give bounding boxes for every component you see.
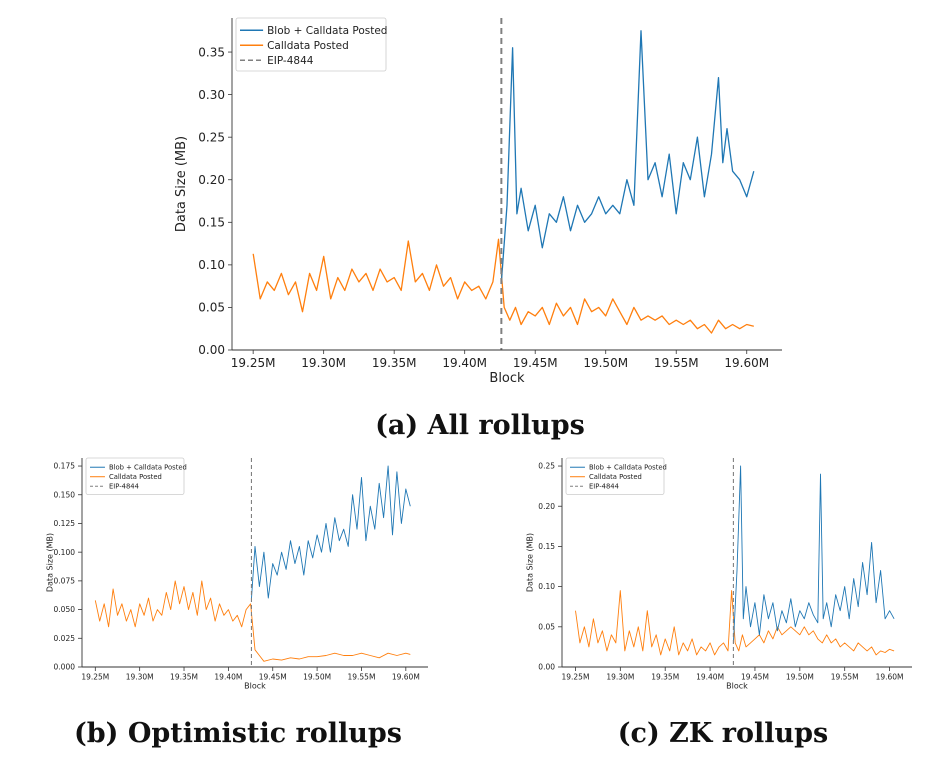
all-y-axis-label: Data Size (MB) xyxy=(174,136,189,232)
all-legend-box xyxy=(235,17,387,72)
all-x-axis-label: Block xyxy=(489,371,525,386)
optimistic-y-axis-label: Data Size (MB) xyxy=(46,533,55,592)
zk-x-tick-label: 19.35M xyxy=(651,672,679,681)
optimistic-x-tick-label: 19.40M xyxy=(214,672,242,681)
zk-y-tick-label: 0.25 xyxy=(538,462,555,471)
optimistic-legend-box xyxy=(85,457,185,495)
zk-y-tick-label: 0.15 xyxy=(538,542,555,551)
zk-y-axis-label: Data Size (MB) xyxy=(526,533,535,592)
optimistic-x-axis-label: Block xyxy=(244,681,266,690)
optimistic-x-tick-label: 19.60M xyxy=(392,672,420,681)
optimistic-x-tick-label: 19.45M xyxy=(259,672,287,681)
zk-legend-label: EIP-4844 xyxy=(589,483,619,491)
zk-y-tick-label: 0.00 xyxy=(538,663,555,672)
optimistic-x-tick-label: 19.55M xyxy=(347,672,375,681)
all-y-tick-label: 0.15 xyxy=(198,216,225,230)
optimistic-x-tick-label: 19.30M xyxy=(126,672,154,681)
optimistic-y-tick-label: 0.025 xyxy=(54,634,76,643)
all-series-blob-calldata xyxy=(500,30,755,282)
zk-x-tick-label: 19.50M xyxy=(786,672,814,681)
caption-zk-rollups: (c) ZK rollups xyxy=(617,718,829,749)
all-legend-label: Calldata Posted xyxy=(267,40,349,52)
zk-x-tick-label: 19.40M xyxy=(696,672,724,681)
zk-x-tick-label: 19.60M xyxy=(876,672,904,681)
all-x-tick-label: 19.30M xyxy=(301,356,346,370)
all-series-calldata xyxy=(252,238,754,334)
all-x-tick-label: 19.55M xyxy=(654,356,699,370)
optimistic-legend-label: Calldata Posted xyxy=(109,473,162,481)
zk-x-tick-label: 19.55M xyxy=(831,672,859,681)
optimistic-y-tick-label: 0.050 xyxy=(54,605,76,614)
optimistic-x-tick-label: 19.35M xyxy=(170,672,198,681)
optimistic-series-blob-calldata xyxy=(251,465,411,599)
caption-optimistic-rollups: (b) Optimistic rollups xyxy=(73,718,403,749)
zk-y-tick-label: 0.20 xyxy=(538,502,555,511)
all-x-tick-label: 19.25M xyxy=(231,356,276,370)
all-legend-label: EIP-4844 xyxy=(267,55,314,67)
all-x-tick-label: 19.40M xyxy=(442,356,487,370)
all-y-tick-label: 0.00 xyxy=(198,343,225,357)
all-y-tick-label: 0.05 xyxy=(198,301,225,315)
zk-y-tick-label: 0.10 xyxy=(538,582,555,591)
zk-legend-label: Calldata Posted xyxy=(589,473,642,481)
zk-legend-label: Blob + Calldata Posted xyxy=(589,464,667,472)
optimistic-x-tick-label: 19.25M xyxy=(81,672,109,681)
optimistic-y-tick-label: 0.125 xyxy=(54,519,76,528)
optimistic-legend-label: Blob + Calldata Posted xyxy=(109,464,187,472)
optimistic-legend-label: EIP-4844 xyxy=(109,483,139,491)
optimistic-y-tick-label: 0.150 xyxy=(54,490,76,499)
caption-all-rollups: (a) All rollups xyxy=(375,410,585,441)
zk-x-tick-label: 19.45M xyxy=(741,672,769,681)
all-y-tick-label: 0.30 xyxy=(198,88,225,102)
optimistic-y-tick-label: 0.000 xyxy=(54,663,76,672)
optimistic-y-tick-label: 0.075 xyxy=(54,576,76,585)
all-y-tick-label: 0.20 xyxy=(198,173,225,187)
optimistic-y-tick-label: 0.100 xyxy=(54,548,76,557)
optimistic-series-calldata xyxy=(94,580,411,662)
zk-x-tick-label: 19.30M xyxy=(606,672,634,681)
all-x-tick-label: 19.60M xyxy=(724,356,769,370)
all-x-tick-label: 19.50M xyxy=(583,356,628,370)
zk-legend-box xyxy=(565,457,665,495)
optimistic-y-tick-label: 0.175 xyxy=(54,462,76,471)
zk-series-calldata xyxy=(575,590,895,656)
all-y-tick-label: 0.25 xyxy=(198,130,225,144)
all-legend-label: Blob + Calldata Posted xyxy=(267,25,387,37)
zk-x-tick-label: 19.25M xyxy=(561,672,589,681)
all-x-tick-label: 19.45M xyxy=(513,356,558,370)
zk-y-tick-label: 0.05 xyxy=(538,622,555,631)
all-x-tick-label: 19.35M xyxy=(372,356,417,370)
zk-x-axis-label: Block xyxy=(726,681,748,690)
optimistic-x-tick-label: 19.50M xyxy=(303,672,331,681)
all-y-tick-label: 0.10 xyxy=(198,258,225,272)
all-y-tick-label: 0.35 xyxy=(198,45,225,59)
zk-series-blob-calldata xyxy=(732,465,895,643)
